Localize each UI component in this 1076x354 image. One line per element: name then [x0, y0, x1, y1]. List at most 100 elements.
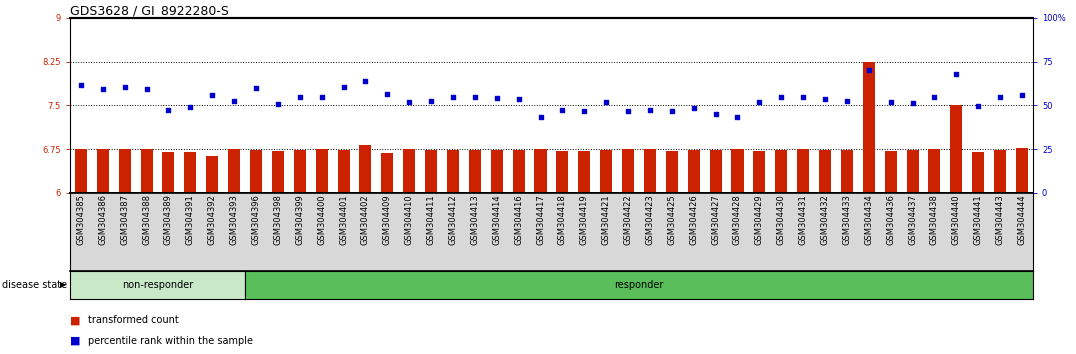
Text: GSM304440: GSM304440 — [952, 194, 961, 245]
Point — [138, 86, 155, 92]
Text: responder: responder — [614, 280, 664, 290]
Text: GSM304388: GSM304388 — [142, 194, 151, 245]
Point — [817, 97, 834, 102]
Bar — [184, 152, 196, 193]
Bar — [775, 150, 788, 193]
Point — [269, 101, 286, 107]
Point — [532, 114, 549, 120]
Point — [576, 108, 593, 114]
Point — [466, 94, 483, 100]
Bar — [666, 151, 678, 193]
Text: GSM304431: GSM304431 — [798, 194, 808, 245]
Text: GSM304443: GSM304443 — [995, 194, 1005, 245]
Point — [313, 94, 330, 99]
Point — [728, 114, 746, 120]
Point — [773, 94, 790, 99]
Bar — [535, 149, 547, 193]
Point — [925, 94, 943, 100]
Text: GSM304417: GSM304417 — [536, 194, 546, 245]
Point — [160, 107, 178, 113]
Bar — [578, 151, 591, 193]
Text: GSM304425: GSM304425 — [667, 194, 677, 245]
Point — [641, 107, 659, 113]
Text: GSM304427: GSM304427 — [711, 194, 720, 245]
Point — [882, 99, 900, 105]
Text: GSM304396: GSM304396 — [252, 194, 260, 245]
Point — [991, 94, 1008, 100]
Point — [489, 96, 506, 101]
Bar — [929, 149, 940, 193]
Bar — [994, 150, 1006, 193]
Point — [969, 104, 987, 109]
Text: GSM304416: GSM304416 — [514, 194, 523, 245]
Text: GSM304437: GSM304437 — [908, 194, 917, 245]
Point — [444, 94, 462, 99]
Text: GSM304421: GSM304421 — [601, 194, 611, 245]
Bar — [950, 105, 962, 193]
Text: GSM304413: GSM304413 — [470, 194, 479, 245]
Point — [685, 105, 703, 111]
Bar — [447, 150, 459, 193]
Text: percentile rank within the sample: percentile rank within the sample — [88, 336, 253, 346]
Bar — [1016, 148, 1028, 193]
Text: GSM304444: GSM304444 — [1018, 194, 1027, 245]
Text: GSM304434: GSM304434 — [864, 194, 874, 245]
Bar — [884, 151, 896, 193]
Text: GSM304432: GSM304432 — [821, 194, 830, 245]
Text: GSM304438: GSM304438 — [930, 194, 939, 245]
Bar — [643, 149, 656, 193]
Text: GSM304436: GSM304436 — [887, 194, 895, 245]
Point — [620, 108, 637, 114]
Point — [860, 67, 877, 73]
Point — [554, 107, 571, 113]
Bar — [272, 151, 284, 193]
Bar — [97, 149, 109, 193]
Text: GSM304426: GSM304426 — [690, 194, 698, 245]
Text: transformed count: transformed count — [88, 315, 179, 325]
Point — [247, 85, 265, 91]
Bar — [841, 150, 853, 193]
Bar — [732, 149, 744, 193]
Bar — [228, 149, 240, 193]
Bar — [118, 149, 130, 193]
Text: GSM304428: GSM304428 — [733, 194, 742, 245]
Bar — [512, 150, 525, 193]
Point — [335, 84, 352, 90]
Text: GSM304418: GSM304418 — [557, 194, 567, 245]
Point — [72, 82, 89, 88]
Bar — [622, 149, 634, 193]
Text: GSM304411: GSM304411 — [426, 194, 436, 245]
Text: GSM304392: GSM304392 — [208, 194, 216, 245]
Bar — [600, 150, 612, 193]
Text: GSM304423: GSM304423 — [646, 194, 654, 245]
Point — [116, 84, 133, 90]
Bar — [338, 150, 350, 193]
Point — [292, 94, 309, 99]
Text: GSM304386: GSM304386 — [98, 194, 108, 245]
Bar — [973, 152, 985, 193]
Bar — [250, 150, 261, 193]
Text: disease state: disease state — [2, 280, 68, 290]
Bar — [753, 152, 765, 193]
Bar — [688, 150, 699, 193]
Bar — [207, 155, 218, 193]
Text: GSM304387: GSM304387 — [121, 194, 129, 245]
Text: GSM304419: GSM304419 — [580, 194, 589, 245]
Bar — [863, 62, 875, 193]
Point — [1014, 92, 1031, 98]
Text: GSM304430: GSM304430 — [777, 194, 785, 245]
Point — [597, 99, 614, 105]
Text: GSM304400: GSM304400 — [317, 194, 326, 245]
Bar — [819, 150, 831, 193]
Text: ■: ■ — [70, 315, 81, 325]
Point — [838, 98, 855, 103]
Text: GSM304429: GSM304429 — [755, 194, 764, 245]
Point — [182, 104, 199, 110]
Bar — [797, 149, 809, 193]
Point — [95, 86, 112, 92]
Bar — [907, 150, 919, 193]
Bar — [315, 149, 328, 193]
Bar — [381, 153, 394, 193]
Bar — [294, 150, 306, 193]
Text: GSM304393: GSM304393 — [229, 194, 239, 245]
